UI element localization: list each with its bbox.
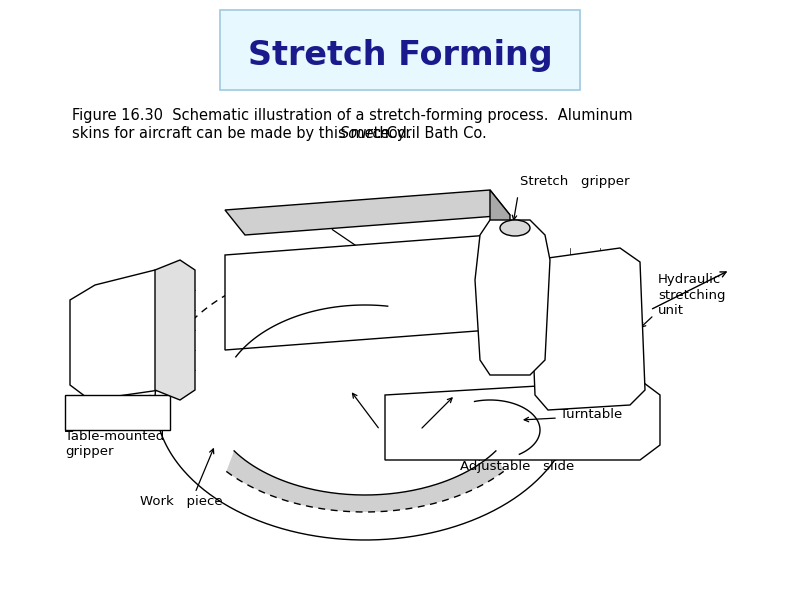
FancyBboxPatch shape (220, 10, 580, 90)
Polygon shape (490, 190, 510, 330)
Text: : Cyril Bath Co.: : Cyril Bath Co. (377, 126, 487, 141)
Polygon shape (530, 248, 645, 410)
Polygon shape (385, 380, 660, 460)
Text: Table-mounted
gripper: Table-mounted gripper (65, 430, 164, 458)
Polygon shape (475, 220, 550, 375)
Ellipse shape (500, 220, 530, 236)
Text: skins for aircraft can be made by this method.: skins for aircraft can be made by this m… (72, 126, 421, 141)
Polygon shape (70, 270, 175, 400)
Text: Tool: Tool (290, 212, 316, 225)
Text: Figure 16.30  Schematic illustration of a stretch-forming process.  Aluminum: Figure 16.30 Schematic illustration of a… (72, 108, 633, 123)
Text: Work   piece: Work piece (140, 495, 222, 508)
Text: Hydraulic
stretching
unit: Hydraulic stretching unit (658, 274, 726, 317)
Text: Source: Source (340, 126, 391, 141)
Text: Turntable: Turntable (560, 408, 622, 421)
Polygon shape (226, 451, 503, 512)
Text: Stretch Forming: Stretch Forming (248, 39, 553, 71)
Text: Stretch   gripper: Stretch gripper (520, 175, 630, 188)
Polygon shape (225, 235, 490, 350)
Text: Adjustable   slide: Adjustable slide (460, 460, 574, 473)
Polygon shape (225, 190, 510, 235)
Polygon shape (155, 260, 195, 400)
Polygon shape (65, 395, 170, 430)
